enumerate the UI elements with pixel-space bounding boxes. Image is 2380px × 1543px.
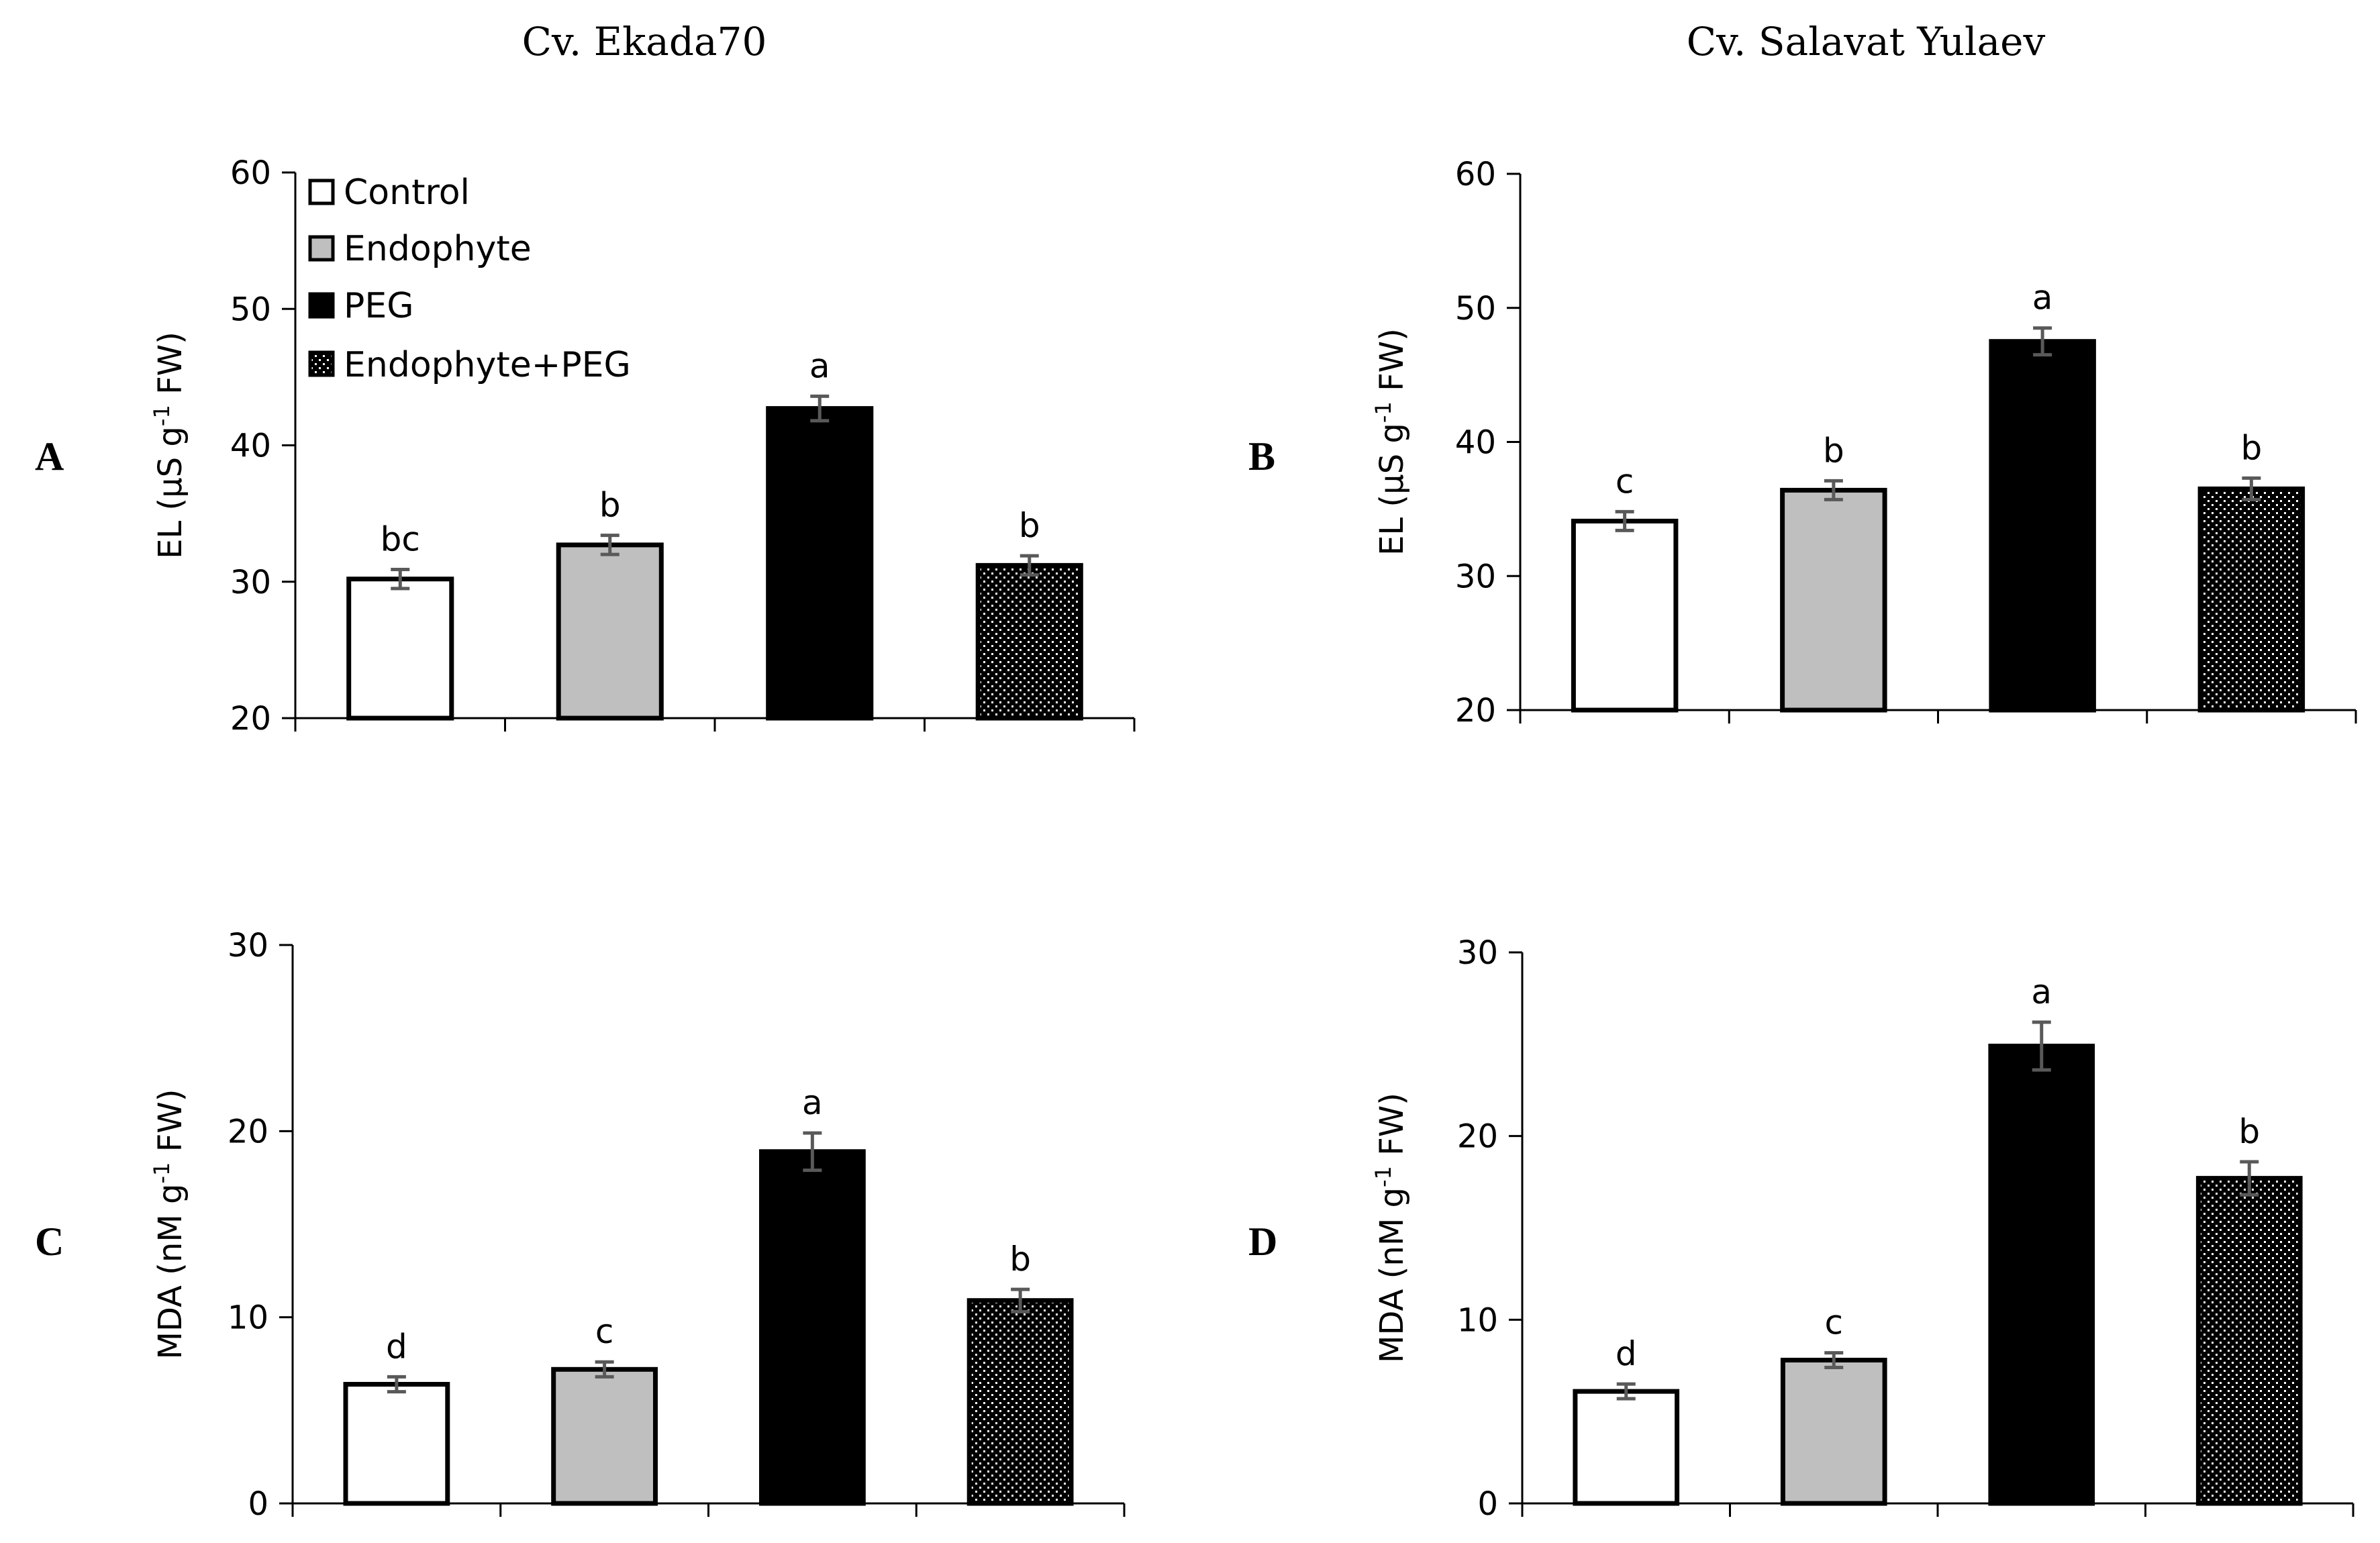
errorbar-b-peg	[2033, 326, 2052, 357]
y-tick-label-a-3: 50	[230, 291, 271, 328]
y-tick-label-b-3: 50	[1455, 290, 1496, 328]
y-tick-label-c-1: 10	[228, 1299, 268, 1337]
sig-letter-c-peg: a	[802, 1083, 823, 1122]
legend-label-control: Control	[344, 172, 470, 213]
title-right: Cv. Salavat Yulaev	[1687, 19, 2046, 64]
bar-c-control	[343, 1382, 450, 1506]
y-tick-label-c-3: 30	[228, 927, 268, 964]
legend-swatch-endophyte	[308, 235, 335, 262]
y-tick-label-b-0: 20	[1455, 692, 1496, 730]
panel-letter-b: B	[1248, 434, 1275, 479]
y-axis-label-d: MDA (nM g-1 FW)	[1371, 1093, 1411, 1363]
errorbar-d-control	[1616, 1382, 1636, 1401]
panel-c: Cd c a b 0 10 20 30 MDA (nM g-1 FW)	[35, 927, 1126, 1523]
y-tick-label-d-2: 20	[1457, 1118, 1498, 1156]
y-tick-label-a-0: 20	[230, 700, 271, 738]
panel-letter-a: A	[35, 434, 64, 479]
y-axis-label-c: MDA (nM g-1 FW)	[149, 1089, 189, 1360]
bar-a-peg	[766, 406, 874, 721]
sig-letter-c-endophyte-peg: b	[1009, 1240, 1031, 1279]
legend-label-endophyte-peg: Endophyte+PEG	[344, 345, 631, 385]
bar-d-endophyte	[1780, 1358, 1887, 1506]
sig-letter-b-endophyte-peg: b	[2241, 428, 2263, 467]
bar-b-peg	[1989, 339, 2096, 713]
legend-swatch-endophyte-peg	[308, 350, 335, 377]
y-tick-label-a-4: 60	[230, 154, 271, 192]
panel-d: Dd c a b 0 10 20 30 MDA (nM g-1 FW)	[1248, 934, 2354, 1523]
panel-b: Bc b a b 20 30 40 50 60 EL (µS g-1 FW)	[1248, 156, 2357, 730]
sig-letter-a-endophyte-peg: b	[1019, 506, 1040, 545]
sig-letter-a-peg: a	[809, 346, 830, 385]
sig-letter-b-control: c	[1616, 462, 1634, 501]
bar-d-endophyte-peg	[2195, 1176, 2303, 1506]
errorbar-b-endophyte	[1824, 479, 1843, 501]
bar-d-control	[1573, 1389, 1680, 1506]
legend-swatch-peg	[308, 292, 335, 319]
errorbar-d-endophyte-peg	[2240, 1160, 2259, 1197]
sig-letter-b-peg: a	[2032, 279, 2053, 317]
bar-a-endophyte	[556, 542, 664, 721]
panel-letter-c: C	[35, 1220, 64, 1264]
bar-a-endophyte-peg	[975, 562, 1083, 721]
sig-letter-c-endophyte: c	[595, 1312, 614, 1351]
y-tick-label-b-2: 40	[1455, 424, 1496, 462]
errorbar-d-endophyte	[1824, 1351, 1844, 1369]
errorbar-c-peg	[803, 1131, 822, 1173]
sig-letter-a-endophyte: b	[599, 486, 621, 525]
sig-letter-b-endophyte: b	[1823, 431, 1844, 470]
bar-b-control	[1571, 518, 1679, 713]
bar-c-peg	[759, 1149, 866, 1506]
title-left: Cv. Ekada70	[522, 19, 767, 64]
bar-b-endophyte	[1780, 487, 1887, 713]
sig-letter-d-endophyte-peg: b	[2238, 1112, 2260, 1151]
errorbar-a-control	[391, 567, 410, 591]
sig-letter-d-endophyte: c	[1825, 1303, 1844, 1342]
errorbar-c-control	[387, 1375, 406, 1394]
errorbar-a-peg	[810, 394, 830, 423]
bar-c-endophyte	[551, 1366, 658, 1506]
errorbar-c-endophyte-peg	[1011, 1287, 1030, 1313]
errorbar-a-endophyte-peg	[1020, 554, 1039, 577]
bar-b-endophyte-peg	[2197, 486, 2305, 713]
y-tick-label-b-1: 30	[1455, 558, 1496, 595]
sig-letter-a-control: bc	[381, 520, 420, 559]
sig-letter-c-control: d	[386, 1327, 407, 1366]
legend-swatch-control	[308, 179, 335, 205]
bar-d-peg	[1988, 1044, 2095, 1506]
y-axis-label-b: EL (µS g-1 FW)	[1371, 328, 1411, 556]
panel-a: Abc b a b 20 30 40 50 60 EL (µS g-1 FW)	[35, 154, 1136, 738]
errorbar-b-endophyte-peg	[2242, 476, 2261, 501]
bar-c-endophyte-peg	[966, 1298, 1074, 1506]
errorbar-a-endophyte	[600, 534, 619, 556]
errorbar-c-endophyte	[595, 1360, 614, 1379]
legend-label-peg: PEG	[344, 286, 414, 326]
y-tick-label-d-3: 30	[1457, 934, 1498, 972]
legend: Control Endophyte PEG Endophyte+PEG	[308, 172, 631, 385]
sig-letter-d-control: d	[1616, 1334, 1637, 1373]
legend-label-endophyte: Endophyte	[344, 229, 532, 269]
y-tick-label-a-1: 30	[230, 564, 271, 601]
y-axis-label-a: EL (µS g-1 FW)	[149, 332, 189, 559]
sig-letter-d-peg: a	[2031, 973, 2052, 1011]
y-tick-label-b-4: 60	[1455, 156, 1496, 193]
panel-letter-d: D	[1248, 1220, 1277, 1264]
errorbar-b-control	[1615, 509, 1634, 532]
y-tick-label-c-2: 20	[228, 1113, 268, 1150]
errorbar-d-peg	[2032, 1020, 2051, 1072]
y-tick-label-d-0: 0	[1477, 1485, 1498, 1523]
bar-a-control	[346, 577, 454, 721]
y-tick-label-d-1: 10	[1457, 1301, 1498, 1339]
y-tick-label-a-2: 40	[230, 428, 271, 465]
y-tick-label-c-0: 0	[248, 1485, 268, 1523]
